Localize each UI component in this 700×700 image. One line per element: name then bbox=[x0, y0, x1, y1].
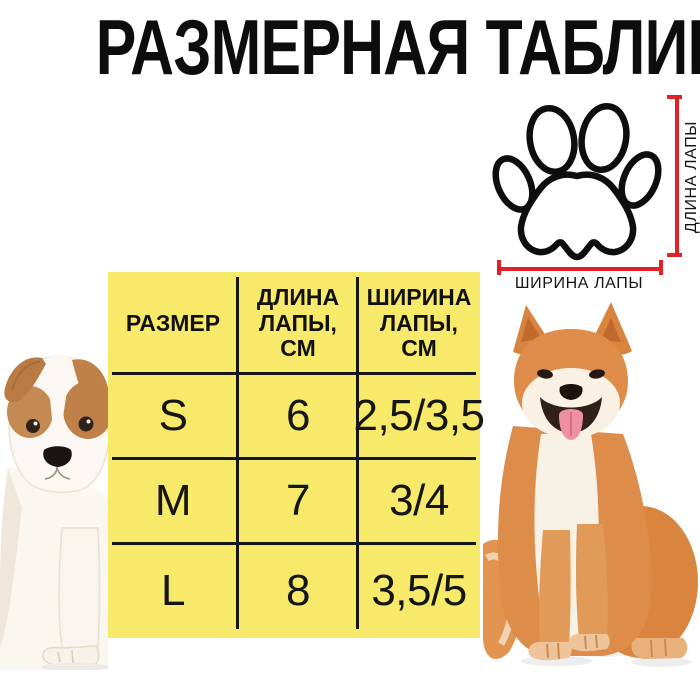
paw-length-label: ДЛИНА ЛАПЫ bbox=[683, 120, 700, 234]
table-gridline bbox=[112, 542, 476, 545]
table-gridline bbox=[112, 457, 476, 460]
jack-russell-photo bbox=[0, 354, 113, 670]
paw-print-icon bbox=[492, 103, 662, 261]
width-cell: 3/4 bbox=[389, 475, 449, 525]
size-cell: S bbox=[158, 390, 188, 440]
width-cell: 3,5/5 bbox=[371, 565, 467, 615]
width-cell: 2,5/3,5 bbox=[353, 390, 485, 440]
page-title: РАЗМЕРНАЯ ТАБЛИЦА bbox=[95, 3, 700, 91]
length-measure-line bbox=[675, 95, 679, 257]
size-table: РАЗМЕР ДЛИНА ЛАПЫ, СМ ШИРИНА ЛАПЫ, СМ S … bbox=[108, 272, 485, 638]
size-cell: L bbox=[161, 565, 185, 615]
paw-width-label: ШИРИНА ЛАПЫ bbox=[514, 275, 644, 292]
length-cell: 8 bbox=[286, 565, 310, 615]
column-header-size: РАЗМЕР bbox=[125, 309, 221, 336]
width-measure-line bbox=[497, 267, 663, 271]
table-gridline bbox=[356, 277, 359, 629]
shiba-inu-photo bbox=[483, 302, 698, 667]
table-gridline bbox=[236, 277, 239, 629]
length-cell: 7 bbox=[286, 475, 310, 525]
width-measure-cap-left bbox=[497, 260, 501, 275]
length-measure-cap-top bbox=[667, 95, 682, 99]
table-gridline bbox=[112, 372, 476, 375]
length-measure-cap-bottom bbox=[667, 253, 682, 257]
width-measure-cap-right bbox=[659, 260, 663, 275]
column-header-length: ДЛИНА ЛАПЫ, СМ bbox=[256, 283, 340, 362]
length-cell: 6 bbox=[286, 390, 310, 440]
size-cell: M bbox=[154, 475, 192, 525]
column-header-width: ШИРИНА ЛАПЫ, СМ bbox=[366, 283, 472, 362]
